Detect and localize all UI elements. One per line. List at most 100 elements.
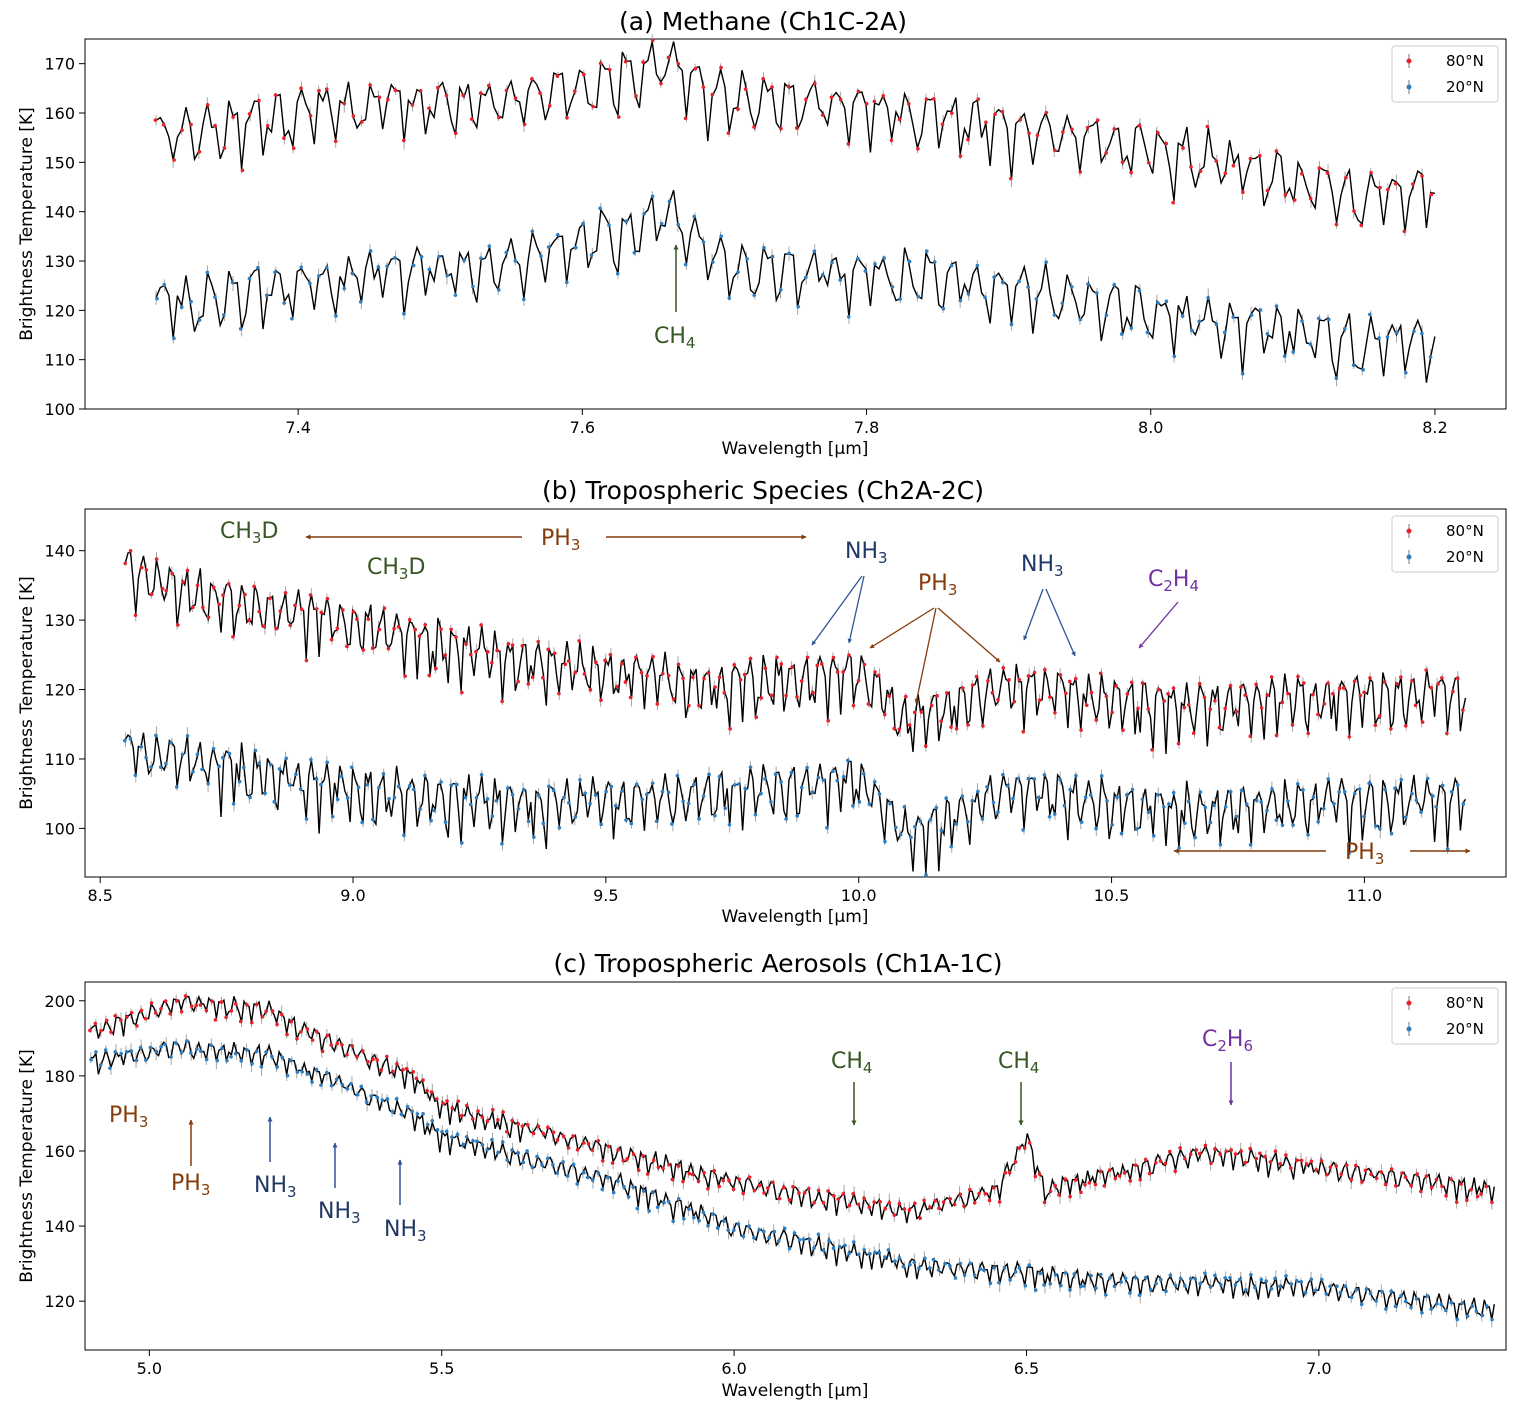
- legend-label-80n: 80°N: [1446, 52, 1484, 70]
- data-point-80n: [1292, 198, 1297, 202]
- data-point-80n: [468, 652, 473, 657]
- data-point-20n: [762, 1229, 766, 1234]
- data-point-80n: [427, 673, 432, 678]
- data-point-80n: [1107, 1168, 1112, 1172]
- data-point-20n: [1123, 1276, 1128, 1281]
- data-point-80n: [305, 1027, 310, 1031]
- data-point-80n: [907, 723, 912, 727]
- data-point-20n: [1203, 805, 1208, 810]
- data-point-80n: [1424, 1174, 1429, 1178]
- data-point-20n: [1384, 1307, 1388, 1311]
- data-point-80n: [819, 662, 824, 666]
- data-point-80n: [862, 662, 867, 667]
- data-point-20n: [804, 275, 808, 280]
- data-point-80n: [1334, 1164, 1338, 1168]
- data-point-20n: [877, 792, 882, 796]
- data-point-80n: [476, 1109, 480, 1113]
- data-point-20n: [1164, 1289, 1168, 1293]
- data-point-20n: [205, 270, 210, 275]
- data-point-80n: [1465, 1198, 1469, 1203]
- data-point-20n: [762, 245, 766, 250]
- data-point-80n: [563, 662, 568, 667]
- data-point-20n: [666, 1199, 671, 1204]
- panel-c-ticks: 5.0 5.5 6.0 6.5 7.0 120 140 160 180 200: [44, 992, 1331, 1378]
- data-point-20n: [439, 780, 443, 784]
- data-point-20n: [821, 778, 826, 782]
- data-point-20n: [330, 814, 335, 819]
- data-point-20n: [453, 293, 458, 297]
- data-point-80n: [1308, 196, 1313, 201]
- y-tick-label: 170: [44, 55, 75, 74]
- data-point-20n: [480, 1143, 485, 1147]
- data-point-80n: [1027, 1140, 1032, 1145]
- data-point-80n: [717, 675, 722, 680]
- data-point-20n: [1334, 376, 1339, 381]
- data-point-20n: [958, 298, 963, 303]
- data-point-80n: [691, 675, 695, 680]
- data-point-20n: [1420, 331, 1424, 336]
- data-point-80n: [777, 1196, 782, 1201]
- data-point-20n: [1009, 322, 1014, 327]
- data-point-20n: [222, 313, 226, 317]
- data-point-80n: [1386, 187, 1390, 192]
- data-point-80n: [736, 107, 740, 111]
- data-point-80n: [495, 648, 499, 653]
- data-point-80n: [1007, 1170, 1012, 1175]
- data-point-20n: [670, 822, 674, 826]
- data-point-20n: [238, 327, 243, 331]
- panel-a-xlabel: Wavelength [μm]: [722, 439, 869, 459]
- data-point-80n: [273, 93, 278, 97]
- data-point-20n: [423, 773, 427, 778]
- data-point-20n: [1183, 821, 1187, 826]
- annotation-ch3d-2: CH3D: [367, 555, 425, 583]
- data-point-80n: [1140, 681, 1145, 685]
- data-point-20n: [1485, 1304, 1489, 1308]
- data-point-80n: [600, 1158, 605, 1163]
- data-point-80n: [907, 1208, 912, 1212]
- data-point-20n: [606, 1175, 610, 1180]
- data-point-20n: [607, 223, 611, 228]
- data-point-20n: [392, 795, 397, 800]
- panel-c: (c) Tropospheric Aerosols (Ch1A-1C) 5.0 5…: [17, 949, 1507, 1401]
- data-point-20n: [1385, 335, 1390, 339]
- data-point-20n: [939, 828, 944, 833]
- data-point-20n: [902, 805, 907, 809]
- data-point-20n: [1068, 787, 1073, 792]
- data-point-20n: [245, 1048, 249, 1052]
- data-point-20n: [1193, 1277, 1198, 1281]
- data-point-20n: [1011, 796, 1015, 801]
- data-point-80n: [1306, 731, 1311, 736]
- data-point-80n: [1231, 163, 1236, 168]
- data-point-20n: [231, 801, 236, 806]
- nh3-arrow-icon: [1023, 588, 1044, 641]
- data-point-20n: [1002, 1265, 1007, 1270]
- data-point-80n: [1089, 690, 1094, 695]
- data-point-20n: [831, 1246, 836, 1251]
- annotation-ch4: CH4: [654, 324, 695, 352]
- data-point-80n: [213, 1018, 218, 1022]
- data-point-80n: [872, 1200, 876, 1204]
- data-point-80n: [748, 656, 753, 661]
- data-point-20n: [650, 1190, 655, 1194]
- data-point-20n: [1078, 317, 1083, 322]
- data-point-20n: [314, 1067, 319, 1072]
- data-point-80n: [866, 702, 871, 706]
- data-point-80n: [350, 1044, 355, 1048]
- data-point-80n: [590, 1148, 595, 1153]
- data-point-80n: [1402, 229, 1407, 234]
- data-point-80n: [690, 1172, 695, 1177]
- data-point-80n: [984, 120, 988, 125]
- data-point-80n: [596, 1139, 601, 1143]
- data-point-20n: [1378, 826, 1382, 831]
- data-point-80n: [1176, 741, 1181, 746]
- data-point-80n: [731, 1187, 736, 1192]
- data-point-20n: [290, 316, 294, 321]
- data-point-20n: [893, 1259, 897, 1264]
- data-point-20n: [1301, 788, 1305, 792]
- data-point-20n: [736, 1222, 741, 1226]
- data-point-20n: [847, 1251, 852, 1256]
- data-point-80n: [641, 60, 645, 64]
- data-point-80n: [867, 1205, 872, 1210]
- data-point-80n: [804, 97, 808, 102]
- data-point-20n: [1342, 327, 1347, 331]
